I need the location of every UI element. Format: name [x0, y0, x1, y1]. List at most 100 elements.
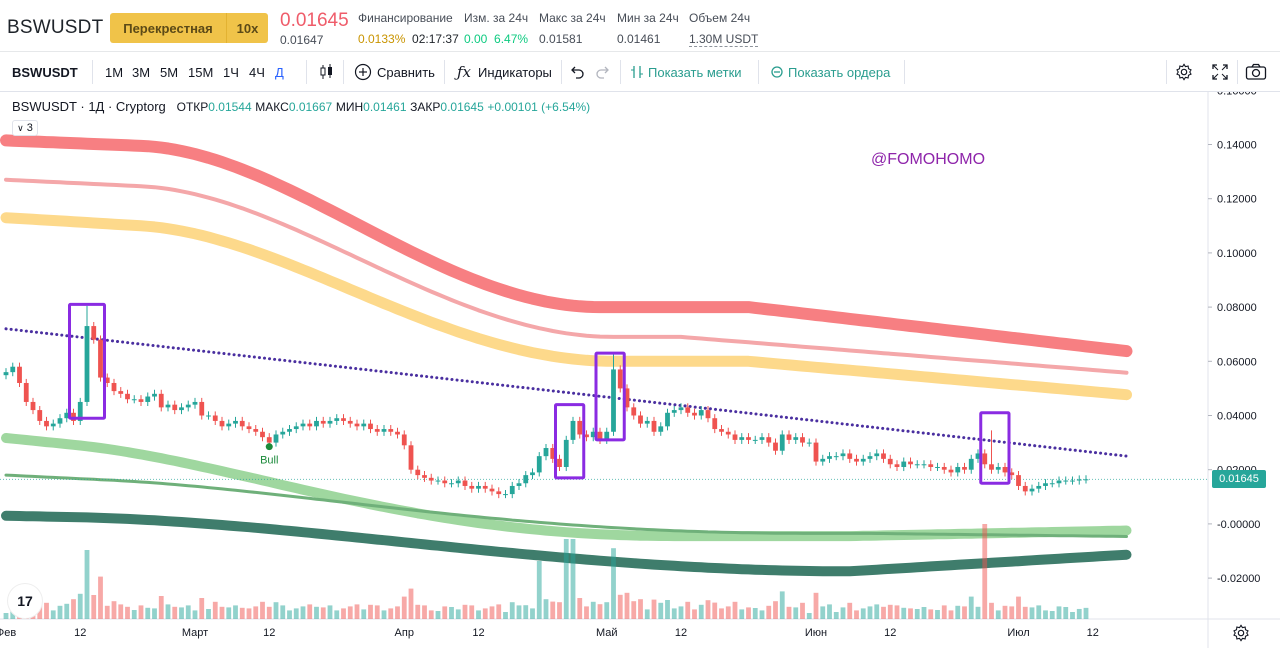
volume-bar: [496, 604, 502, 619]
volume-bar: [975, 606, 981, 619]
volume-bar: [827, 604, 832, 619]
volume-bar: [840, 607, 846, 619]
interval-5m[interactable]: 5М: [160, 64, 179, 80]
interval-3m[interactable]: 3М: [132, 64, 151, 80]
toolbar-divider: [904, 60, 905, 84]
chevron-down-icon: ∨: [17, 122, 24, 133]
interval-15m[interactable]: 15М: [188, 64, 214, 80]
candle-body: [266, 437, 272, 443]
volume-bar: [476, 610, 481, 619]
volume-bar: [773, 601, 778, 619]
candle-body: [395, 431, 400, 435]
interval-1h[interactable]: 1Ч: [223, 64, 239, 80]
candle-body: [1016, 475, 1021, 486]
chart-type-button[interactable]: [318, 52, 341, 92]
candle-body: [233, 420, 238, 424]
volume-bar: [401, 596, 407, 619]
redo-button[interactable]: [594, 52, 617, 92]
low-stat: Мин за 24ч 0.01461: [617, 11, 679, 46]
settings-button[interactable]: [1175, 52, 1198, 92]
axis-settings-button[interactable]: [1232, 624, 1250, 642]
show-orders-button[interactable]: Показать ордера: [770, 52, 890, 92]
candle-body: [77, 401, 83, 421]
candle-body: [833, 456, 839, 458]
volume-bar: [894, 605, 900, 619]
indicator-collapse-button[interactable]: ∨ 3: [12, 120, 38, 136]
candle-body: [1022, 485, 1028, 492]
candle-body: [793, 437, 799, 440]
candle-body: [523, 475, 529, 484]
upper-red-band: [0, 134, 1133, 358]
candle-body: [314, 420, 319, 427]
interval-4h[interactable]: 4Ч: [249, 64, 265, 80]
interval-1d[interactable]: Д: [275, 64, 284, 80]
volume-bar: [611, 548, 616, 619]
volume-label: Объем 24ч: [689, 11, 751, 25]
volume-bar: [273, 602, 279, 619]
candle-body: [341, 418, 346, 421]
margin-mode-button[interactable]: Перекрестная: [110, 13, 226, 43]
candle-body: [577, 420, 583, 435]
candle-body: [840, 453, 846, 457]
volume-bar: [962, 606, 967, 619]
volume-bar: [752, 608, 758, 619]
volume-bar: [570, 539, 576, 619]
volume-bar: [361, 609, 367, 619]
volume-bar: [617, 594, 623, 619]
volume-bar: [57, 605, 63, 619]
candle-body: [638, 415, 643, 424]
volume-bar: [1076, 608, 1082, 619]
legend-high: 0.01667: [288, 100, 333, 114]
candle-body: [482, 485, 488, 489]
volume-bar: [165, 604, 171, 619]
last-price: 0.01645: [280, 10, 349, 31]
symbol-title[interactable]: BSWUSDT: [7, 17, 104, 38]
volume-bar: [779, 591, 785, 619]
candle-body: [280, 431, 286, 435]
candle-body: [854, 458, 859, 462]
chart-pane[interactable]: 0.16000 0.14000 0.12000 0.10000 0.08000 0.060…: [0, 92, 1280, 648]
volume-bar: [921, 607, 927, 619]
volume-bar: [813, 592, 819, 619]
funding-countdown: 02:17:37: [412, 32, 459, 46]
volume-bar: [44, 602, 49, 619]
show-marks-button[interactable]: Показать метки: [630, 52, 742, 92]
volume-bar: [374, 605, 380, 619]
indicators-label: Индикаторы: [478, 64, 552, 80]
chart-canvas[interactable]: 0.16000 0.14000 0.12000 0.10000 0.08000 0.060…: [0, 92, 1280, 648]
interval-1m[interactable]: 1М: [105, 64, 124, 80]
candle-body: [813, 442, 819, 462]
snapshot-button[interactable]: [1245, 52, 1272, 92]
candle-body: [145, 396, 151, 402]
volume-bar: [820, 606, 826, 619]
volume-bar: [1043, 610, 1048, 619]
volume-stat: Объем 24ч 1.30M USDT: [689, 11, 759, 47]
y-tick-label: -0.02000: [1217, 573, 1260, 585]
compare-button[interactable]: Сравнить: [354, 52, 435, 92]
mark-price: 0.01647: [280, 33, 324, 47]
tradingview-logo[interactable]: 17: [8, 584, 42, 618]
plus-circle-icon: [354, 63, 372, 81]
candle-body: [995, 466, 1001, 470]
candle-body: [550, 448, 556, 459]
candle-body: [111, 382, 117, 392]
volume-bar: [732, 601, 738, 619]
candle-body: [165, 404, 171, 408]
fullscreen-button[interactable]: [1211, 52, 1234, 92]
x-tick-label: Март: [182, 627, 208, 639]
x-tick-label: 12: [884, 627, 896, 639]
volume-bar: [759, 610, 765, 619]
volume-bar: [1016, 596, 1021, 619]
leverage-button[interactable]: 10x: [226, 13, 268, 43]
volume-bar: [1049, 611, 1055, 619]
candle-body: [401, 434, 407, 446]
candle-body: [179, 407, 184, 411]
candle-body: [57, 418, 63, 424]
funding-label: Финансирование: [358, 11, 453, 25]
candle-body: [1049, 483, 1055, 485]
undo-button[interactable]: [568, 52, 591, 92]
volume-bar: [658, 602, 664, 619]
volume-bar: [678, 606, 684, 619]
toolbar-symbol-button[interactable]: BSWUSDT: [12, 64, 78, 80]
indicators-button[interactable]: ƒx Индикаторы: [455, 52, 552, 92]
